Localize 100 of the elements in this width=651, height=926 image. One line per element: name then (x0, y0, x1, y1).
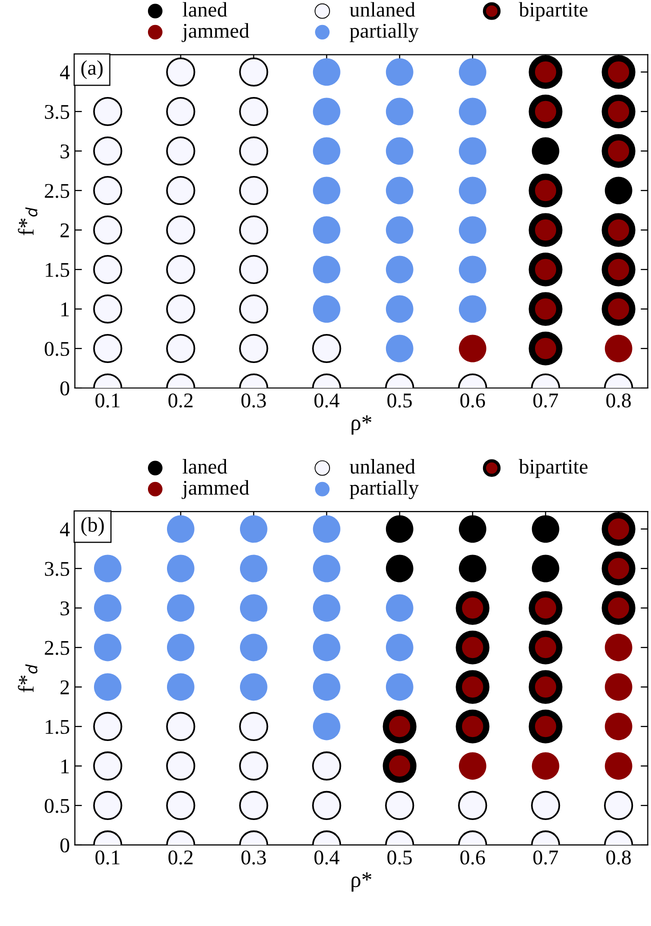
x-tick-label: 0.5 (387, 850, 412, 865)
point (456, 591, 490, 625)
point (239, 294, 268, 324)
point (602, 213, 636, 247)
point (239, 176, 268, 206)
point (386, 216, 414, 244)
y-tick-label: 1 (61, 759, 69, 774)
point (93, 294, 122, 324)
point (240, 554, 268, 582)
point (458, 515, 486, 543)
point (532, 515, 560, 543)
point (458, 216, 486, 244)
y-tick-label: 3 (60, 601, 70, 616)
point (386, 256, 414, 284)
legend-label: partially (350, 480, 419, 500)
y-tick-label: 1 (61, 302, 69, 316)
x-axis-title: ρ* (352, 872, 372, 892)
point (382, 710, 416, 744)
point (528, 213, 562, 247)
point (312, 334, 342, 364)
point (456, 670, 490, 704)
point (166, 136, 196, 166)
point (458, 176, 486, 204)
point (93, 751, 122, 781)
point (458, 137, 486, 165)
point (458, 98, 486, 126)
point (386, 673, 414, 701)
point (312, 295, 340, 323)
point (604, 634, 632, 662)
legend-label: bipartite (518, 2, 588, 21)
x-tick-label: 0.2 (168, 393, 193, 408)
point (528, 332, 562, 366)
point (239, 712, 268, 742)
x-tick-label: 0.5 (387, 393, 412, 408)
x-tick-label: 0.6 (460, 850, 485, 865)
point (166, 57, 196, 87)
point (312, 98, 340, 126)
point (166, 712, 196, 742)
point (604, 712, 632, 740)
point (166, 96, 196, 126)
point (312, 515, 340, 543)
legend-label: partially (350, 23, 419, 42)
x-tick-label: 0.3 (241, 850, 266, 865)
point (312, 137, 340, 165)
point (458, 334, 486, 362)
legend-label: jammed (182, 480, 250, 500)
x-tick-label: 0.4 (314, 393, 340, 408)
point (166, 673, 194, 701)
point (458, 295, 486, 323)
point (239, 254, 268, 284)
point (386, 634, 414, 662)
legend-label: laned (182, 2, 228, 17)
point (94, 594, 122, 622)
point (166, 254, 196, 284)
y-tick-label: 0 (60, 381, 70, 396)
x-tick-label: 0.1 (95, 850, 120, 865)
point (166, 554, 194, 582)
point (528, 670, 562, 704)
point (532, 752, 560, 780)
point (93, 136, 122, 166)
point (385, 790, 414, 820)
point (312, 256, 340, 284)
point (312, 554, 340, 582)
point (94, 673, 122, 701)
point (386, 594, 414, 622)
point (602, 134, 636, 168)
point (312, 634, 340, 662)
legend-label: unlaned (350, 459, 416, 474)
legend-label: jammed (182, 23, 250, 42)
point (602, 552, 636, 586)
point (458, 554, 486, 582)
point (312, 216, 340, 244)
point (239, 790, 268, 820)
point (382, 749, 416, 783)
y-tick-label: 4 (60, 522, 70, 536)
point (602, 94, 636, 128)
point (528, 710, 562, 744)
point (528, 55, 562, 89)
point (239, 136, 268, 166)
point (386, 295, 414, 323)
point (602, 55, 636, 89)
point (312, 176, 340, 204)
point (386, 515, 414, 543)
x-tick-label: 0.4 (314, 850, 340, 865)
point (602, 292, 636, 326)
x-tick-label: 0.2 (168, 850, 193, 865)
point (532, 137, 560, 165)
legend-label: bipartite (518, 459, 588, 478)
point (458, 256, 486, 284)
point (458, 790, 488, 820)
x-tick-label: 0.8 (606, 850, 631, 865)
point (166, 515, 194, 543)
y-tick-label: 2.5 (44, 640, 70, 656)
y-axis-title: f*$_{d}$ (18, 207, 38, 236)
x-tick-label: 0.3 (241, 393, 266, 408)
y-tick-label: 4 (60, 66, 70, 80)
annotation: (b) (81, 517, 104, 536)
y-tick-label: 1.5 (46, 262, 70, 278)
point (386, 554, 414, 582)
point (94, 554, 122, 582)
